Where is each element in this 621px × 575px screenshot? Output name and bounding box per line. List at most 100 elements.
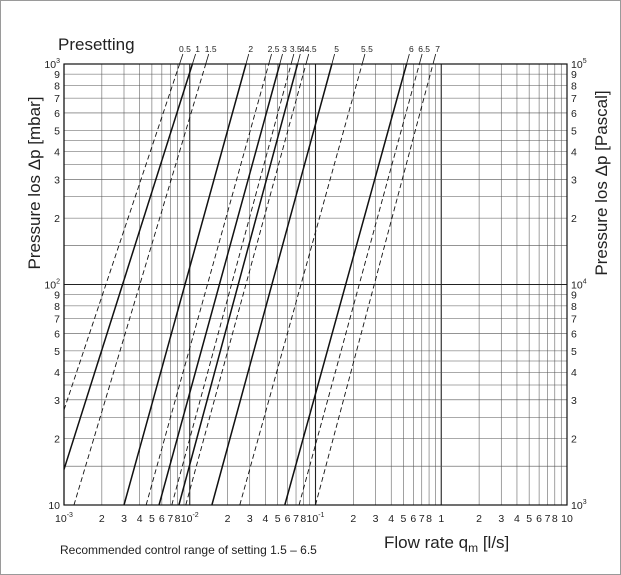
leader-line-7 (432, 53, 437, 65)
leader-line-6-5 (418, 53, 423, 65)
x-tick-label: 8 (426, 513, 432, 525)
y-tick-label-left: 6 (54, 108, 60, 120)
y-tick-label-right: 7 (571, 314, 577, 326)
x-tick-label: 6 (410, 513, 416, 525)
x-tick-label: 4 (514, 513, 520, 525)
x-tick-label: 7 (293, 513, 299, 525)
preset-label-6: 6 (409, 44, 414, 54)
preset-line-4-5 (185, 63, 307, 506)
y-tick-label-right: 3 (571, 174, 577, 186)
preset-line-2-5 (145, 63, 270, 506)
preset-label-2-5: 2.5 (268, 44, 280, 54)
preset-line-6 (284, 63, 408, 506)
y-tick-label-right: 8 (571, 80, 577, 92)
leader-line-3-5 (290, 53, 295, 65)
preset-line-5-5 (239, 63, 363, 506)
preset-line-5 (211, 63, 333, 506)
x-tick-label: 8 (175, 513, 181, 525)
leader-line-6 (406, 53, 410, 65)
y-tick-label-left: 9 (54, 290, 60, 302)
preset-label-4: 4 (300, 44, 305, 54)
plot-border (63, 63, 568, 506)
y-tick-label-right: 5 (571, 346, 577, 358)
preset-label-3: 3 (282, 44, 287, 54)
leader-line-5 (331, 53, 335, 65)
preset-label-0-5: 0.5 (179, 44, 191, 54)
x-tick-label: 10-1 (307, 512, 325, 525)
y-tick-label-left: 5 (54, 346, 60, 358)
label-leaders (179, 53, 437, 65)
x-tick-label: 4 (263, 513, 269, 525)
y-axis-label-left: Pressure los Δp [mbar] (25, 97, 44, 270)
y-tick-label-left: 7 (54, 314, 60, 326)
x-axis-label-main: Flow rate q (384, 533, 468, 552)
y-tick-label-right: 103 (571, 499, 587, 512)
x-tick-label: 3 (498, 513, 504, 525)
x-axis-label-unit: [l/s] (478, 533, 509, 552)
y-tick-label-left: 10 (48, 500, 60, 512)
y-tick-label-right: 7 (571, 93, 577, 105)
leader-line-4-5 (305, 53, 310, 65)
x-axis-label-subscript: m (468, 541, 478, 555)
y-tick-label-left: 102 (44, 279, 60, 292)
preset-label-7: 7 (435, 44, 440, 54)
preset-label-4-5: 4.5 (305, 44, 317, 54)
y-tick-label-right: 9 (571, 69, 577, 81)
y-tick-label-left: 9 (54, 69, 60, 81)
y-tick-label-left: 5 (54, 125, 60, 137)
preset-label-2: 2 (248, 44, 253, 54)
x-tick-label: 2 (99, 513, 105, 525)
y-tick-label-left: 4 (54, 147, 60, 159)
y-tick-label-right: 2 (571, 434, 577, 446)
x-tick-label: 10-3 (55, 512, 73, 525)
y-tick-label-right: 8 (571, 301, 577, 313)
y-tick-label-right: 105 (571, 58, 587, 71)
preset-line-1 (63, 63, 194, 470)
leader-line-4 (297, 53, 301, 65)
x-tick-label: 8 (552, 513, 558, 525)
y-tick-label-right: 4 (571, 367, 577, 379)
x-tick-label: 2 (350, 513, 356, 525)
x-tick-label: 2 (225, 513, 231, 525)
y-tick-label-left: 103 (44, 58, 60, 71)
chart-title: Presetting (58, 35, 135, 54)
x-tick-label: 8 (300, 513, 306, 525)
x-tick-label: 1 (438, 513, 444, 525)
x-tick-label: 5 (275, 513, 281, 525)
x-tick-label: 3 (373, 513, 379, 525)
leader-line-3 (279, 53, 283, 65)
y-tick-label-right: 4 (571, 147, 577, 159)
control-range-note: Recommended control range of setting 1.5… (60, 543, 317, 557)
y-tick-label-right: 6 (571, 328, 577, 340)
y-tick-label-left: 8 (54, 301, 60, 313)
y-axis-label-right: Pressure los Δp [Pascal] (592, 90, 611, 275)
preset-label-1-5: 1.5 (205, 44, 217, 54)
x-tick-label: 7 (419, 513, 425, 525)
y-tick-label-right: 6 (571, 108, 577, 120)
x-tick-label: 3 (247, 513, 253, 525)
x-tick-label: 5 (400, 513, 406, 525)
leader-line-2-5 (268, 53, 272, 65)
x-axis-label: Flow rate qm [l/s] (384, 533, 509, 555)
preset-label-3-5: 3.5 (290, 44, 302, 54)
x-tick-label: 7 (545, 513, 551, 525)
y-tick-label-right: 9 (571, 290, 577, 302)
preset-line-7 (315, 63, 434, 506)
x-tick-label: 10-2 (181, 512, 199, 525)
x-tick-label: 5 (149, 513, 155, 525)
y-tick-label-left: 3 (54, 395, 60, 407)
preset-label-6-5: 6.5 (418, 44, 430, 54)
y-tick-label-right: 3 (571, 395, 577, 407)
grid (63, 64, 567, 506)
preset-line-1-5 (73, 63, 207, 506)
preset-label-1: 1 (195, 44, 200, 54)
y-tick-label-left: 8 (54, 80, 60, 92)
x-tick-label: 6 (159, 513, 165, 525)
y-tick-label-right: 2 (571, 213, 577, 225)
y-tick-label-left: 2 (54, 434, 60, 446)
x-tick-label: 3 (121, 513, 127, 525)
y-tick-label-right: 5 (571, 125, 577, 137)
x-tick-label: 4 (137, 513, 143, 525)
